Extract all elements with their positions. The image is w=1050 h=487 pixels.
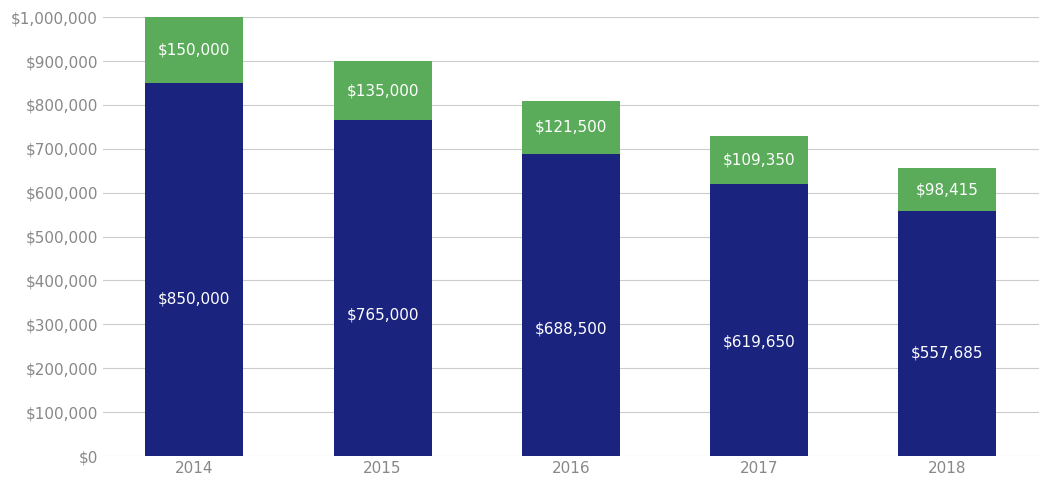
- Bar: [145, 83, 244, 456]
- Text: $150,000: $150,000: [159, 42, 231, 57]
- Text: $135,000: $135,000: [346, 83, 419, 98]
- Text: $98,415: $98,415: [916, 182, 979, 197]
- Bar: [899, 168, 996, 211]
- Text: $765,000: $765,000: [346, 307, 419, 322]
- Text: $850,000: $850,000: [159, 292, 231, 307]
- Text: $557,685: $557,685: [911, 346, 984, 361]
- Bar: [334, 61, 432, 120]
- Bar: [710, 136, 808, 184]
- Bar: [145, 17, 244, 83]
- Text: $121,500: $121,500: [534, 120, 607, 135]
- Bar: [899, 211, 996, 456]
- Bar: [522, 154, 620, 456]
- Bar: [522, 100, 620, 154]
- Text: $688,500: $688,500: [534, 321, 607, 337]
- Text: $109,350: $109,350: [722, 152, 796, 168]
- Bar: [710, 184, 808, 456]
- Bar: [334, 120, 432, 456]
- Text: $619,650: $619,650: [722, 334, 796, 349]
